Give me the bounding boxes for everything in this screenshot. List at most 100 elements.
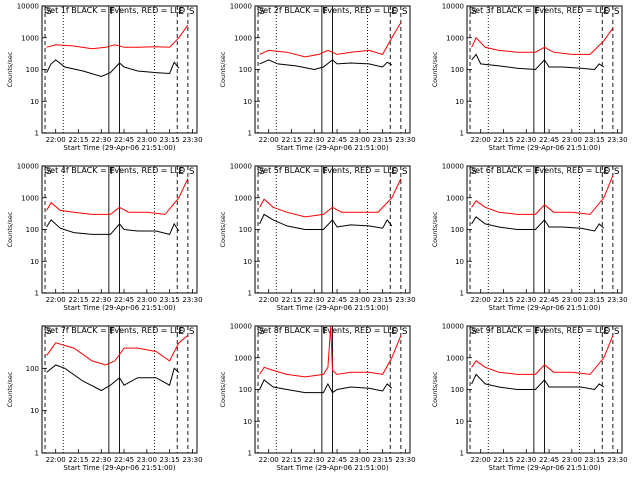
y-tick-label: 10 xyxy=(455,258,464,266)
series-line xyxy=(259,379,393,394)
x-tick-label: 23:00 xyxy=(137,136,157,144)
y-tick-label: 100 xyxy=(239,66,252,74)
x-tick-label: 22:15 xyxy=(281,136,301,144)
y-tick-label: 1000 xyxy=(446,354,464,362)
x-tick-label: 23:15 xyxy=(373,296,393,304)
x-tick-label: 22:00 xyxy=(259,136,279,144)
x-tick-label: 22:00 xyxy=(259,456,279,464)
series-line xyxy=(46,24,189,50)
chart-title: Det 3f BLACK = Events, RED = LLD xyxy=(469,6,610,15)
y-tick-label: 1 xyxy=(35,450,39,458)
series-line xyxy=(471,216,605,232)
x-tick-label: 23:15 xyxy=(585,456,605,464)
marker-letter: F xyxy=(535,327,540,337)
marker-letter: F xyxy=(110,7,115,17)
x-tick-label: 22:30 xyxy=(91,456,111,464)
y-tick-label: 1 xyxy=(35,290,39,298)
x-tick-label: 22:00 xyxy=(46,456,66,464)
x-tick-label: 22:30 xyxy=(516,136,536,144)
marker-letter: S xyxy=(402,7,408,17)
y-tick-label: 100 xyxy=(239,386,252,394)
x-tick-label: 22:15 xyxy=(68,136,88,144)
marker-letter: F xyxy=(535,167,540,177)
series-line xyxy=(259,213,393,230)
x-tick-label: 22:15 xyxy=(281,296,301,304)
series-line xyxy=(259,178,402,218)
marker-letter: F xyxy=(323,167,328,177)
chart-title: Det 7f BLACK = Events, RED = LLD xyxy=(44,326,185,335)
y-tick-label: 1 xyxy=(460,130,464,138)
series-line xyxy=(471,373,605,391)
marker-letter: S xyxy=(614,327,620,337)
x-tick-label: 22:30 xyxy=(304,296,324,304)
y-axis-label: Counts/sec xyxy=(431,211,439,247)
y-tick-label: 1000 xyxy=(234,194,252,202)
chart-title: Det 4f BLACK = Events, RED = LLD xyxy=(44,166,185,175)
x-tick-label: 22:45 xyxy=(539,456,559,464)
marker-letter: S xyxy=(259,167,265,177)
y-tick-label: 1000 xyxy=(21,194,39,202)
x-tick-label: 22:30 xyxy=(516,296,536,304)
marker-letter: S xyxy=(259,7,265,17)
x-tick-label: 22:30 xyxy=(91,296,111,304)
y-tick-label: 10 xyxy=(30,98,39,106)
x-tick-label: 22:30 xyxy=(91,136,111,144)
marker-letter: E xyxy=(391,167,397,177)
x-tick-label: 23:30 xyxy=(607,136,627,144)
x-tick-label: 23:00 xyxy=(350,296,370,304)
x-tick-label: 23:30 xyxy=(395,136,415,144)
x-tick-label: 23:15 xyxy=(585,136,605,144)
x-tick-label: 22:00 xyxy=(46,136,66,144)
y-tick-label: 1 xyxy=(460,290,464,298)
marker-letter: F xyxy=(323,327,328,337)
y-tick-label: 10000 xyxy=(442,163,464,171)
x-tick-label: 23:00 xyxy=(562,456,582,464)
chart-panel: Det 3f BLACK = Events, RED = LLD 1 10 100 10… xyxy=(431,3,628,153)
chart-title: Det 9f BLACK = Events, RED = LLD xyxy=(469,326,610,335)
y-tick-label: 100 xyxy=(26,365,39,373)
x-tick-label: 22:00 xyxy=(471,136,491,144)
x-tick-label: 23:00 xyxy=(137,456,157,464)
y-tick-label: 100 xyxy=(451,386,464,394)
chart-panel: Det 1f BLACK = Events, RED = LLD 1 10 100 10… xyxy=(6,3,203,153)
x-tick-label: 22:15 xyxy=(493,456,513,464)
y-axis-label: Counts/sec xyxy=(6,51,14,87)
y-tick-label: 100 xyxy=(239,226,252,234)
x-tick-label: 23:15 xyxy=(160,456,180,464)
y-tick-label: 10 xyxy=(30,407,39,415)
marker-letter: E xyxy=(178,327,184,337)
x-tick-label: 23:30 xyxy=(395,296,415,304)
x-tick-label: 22:30 xyxy=(304,456,324,464)
y-tick-label: 100 xyxy=(451,226,464,234)
y-tick-label: 1000 xyxy=(446,194,464,202)
y-axis-label: Counts/sec xyxy=(6,211,14,247)
x-tick-label: 22:45 xyxy=(327,136,347,144)
marker-letter: S xyxy=(614,7,620,17)
series-line xyxy=(46,178,189,215)
x-axis-label: Start Time (29-Apr-06 21:51:00) xyxy=(488,304,600,312)
y-axis-label: Counts/sec xyxy=(6,371,14,407)
series-line xyxy=(46,364,180,392)
chart-panel: Det 4f BLACK = Events, RED = LLD 1 10 100 10… xyxy=(6,163,203,313)
marker-letter: F xyxy=(110,167,115,177)
marker-letter: S xyxy=(471,327,477,337)
y-tick-label: 10 xyxy=(243,418,252,426)
y-axis-label: Counts/sec xyxy=(219,371,227,407)
marker-letter: S xyxy=(614,167,620,177)
x-tick-label: 23:30 xyxy=(607,456,627,464)
y-tick-label: 1000 xyxy=(234,34,252,42)
series-line xyxy=(471,27,614,55)
x-tick-label: 22:15 xyxy=(493,136,513,144)
x-tick-label: 22:00 xyxy=(471,296,491,304)
y-axis-label: Counts/sec xyxy=(431,51,439,87)
x-tick-label: 23:30 xyxy=(182,136,202,144)
chart-title: Det 5f BLACK = Events, RED = LLD xyxy=(257,166,398,175)
x-tick-label: 23:15 xyxy=(373,456,393,464)
y-tick-label: 1000 xyxy=(446,34,464,42)
x-axis-label: Start Time (29-Apr-06 21:51:00) xyxy=(63,464,175,472)
y-tick-label: 1 xyxy=(248,130,252,138)
chart-panel: Det 8f BLACK = Events, RED = LLD 1 10 100 10… xyxy=(219,323,416,473)
marker-letter: S xyxy=(471,7,477,17)
x-tick-label: 23:00 xyxy=(350,456,370,464)
